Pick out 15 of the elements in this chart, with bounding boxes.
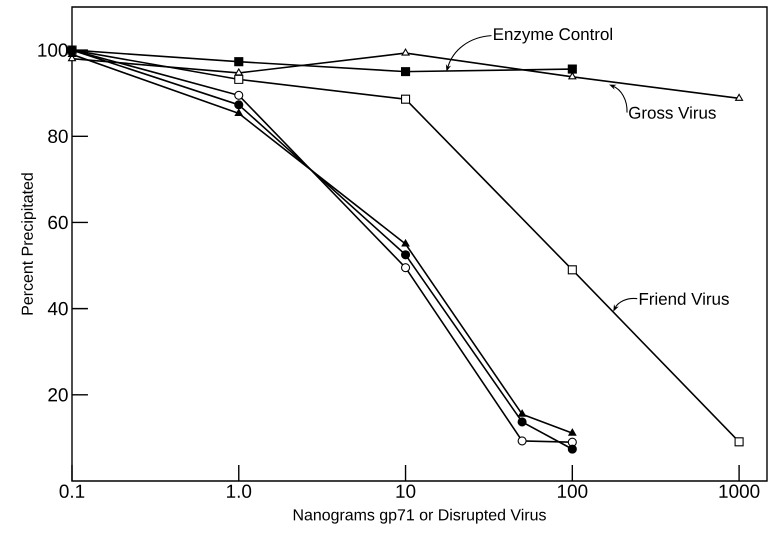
y-tick-label: 20 — [48, 388, 68, 402]
y-tick-label: 40 — [48, 302, 68, 316]
annotation: Enzyme Control — [494, 28, 612, 44]
y-tick-label: 60 — [48, 216, 68, 230]
x-tick-label: 0.1 — [60, 484, 84, 498]
x-tick-label: 1000 — [719, 484, 760, 498]
x-tick-label: 100 — [558, 484, 588, 498]
y-tick-label: 80 — [48, 130, 68, 143]
x-axis-title: Nanograms gp71 or Disrupted Virus — [294, 508, 546, 524]
y-axis-title: Percent Precipitated — [21, 173, 36, 314]
x-tick-label: 10 — [396, 484, 416, 498]
annotation: Gross Virus — [629, 106, 716, 119]
annotation: Friend Virus — [640, 292, 729, 305]
y-tick-label: 100 — [38, 43, 68, 57]
x-tick-label: 1.0 — [227, 484, 252, 498]
